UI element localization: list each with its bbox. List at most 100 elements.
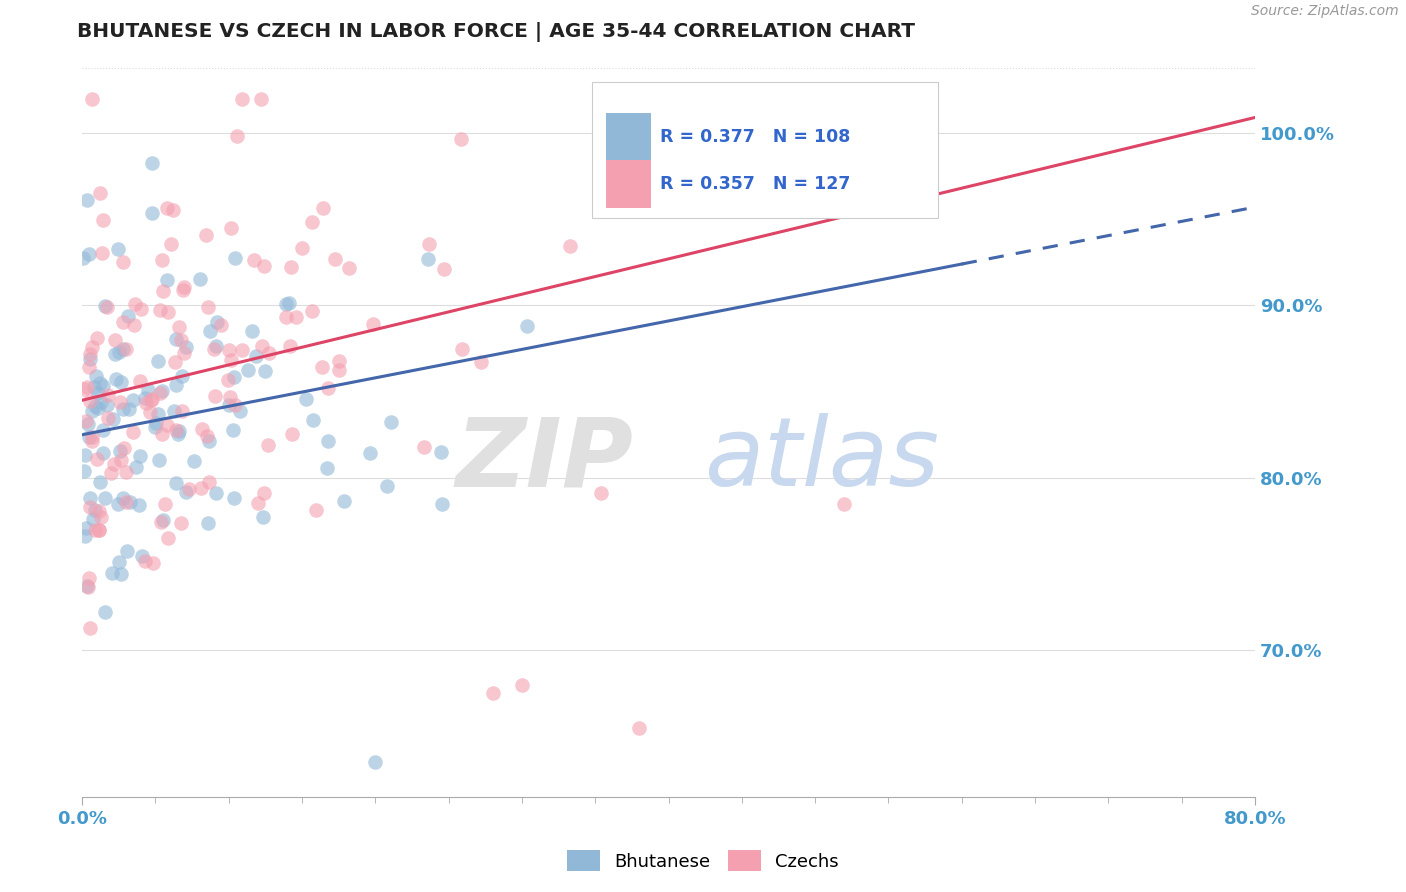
Point xyxy=(167,427,190,442)
Point xyxy=(190,271,212,285)
Point xyxy=(75,448,97,462)
Point xyxy=(225,128,247,143)
Point xyxy=(433,262,456,277)
Point xyxy=(103,458,125,472)
Point xyxy=(218,343,240,358)
Point xyxy=(217,373,239,387)
Point xyxy=(218,390,240,404)
Point xyxy=(118,402,141,417)
Point xyxy=(628,721,651,735)
Point xyxy=(172,403,194,417)
Point xyxy=(364,756,387,770)
Point xyxy=(79,360,101,375)
Point xyxy=(79,500,101,514)
Point xyxy=(89,475,111,489)
Point xyxy=(152,513,174,527)
Point xyxy=(112,441,135,455)
Point xyxy=(122,425,145,440)
Point xyxy=(200,325,222,339)
Point xyxy=(111,491,134,506)
Point xyxy=(231,91,253,105)
Point xyxy=(135,396,157,410)
Point xyxy=(129,374,152,388)
Point xyxy=(77,417,100,432)
Point xyxy=(301,215,323,229)
Point xyxy=(165,423,187,437)
Point xyxy=(165,378,187,392)
Point xyxy=(274,310,297,324)
Point xyxy=(156,273,179,287)
Point xyxy=(84,369,107,384)
Point xyxy=(82,91,104,105)
Point xyxy=(231,343,253,357)
Point xyxy=(91,446,114,460)
Legend: Bhutanese, Czechs: Bhutanese, Czechs xyxy=(560,843,846,879)
Point xyxy=(834,497,856,511)
Point xyxy=(77,571,100,585)
Point xyxy=(224,251,246,265)
Point xyxy=(131,302,153,317)
Point xyxy=(110,453,132,467)
Point xyxy=(80,404,103,418)
Point xyxy=(89,376,111,390)
Point xyxy=(172,283,194,297)
Point xyxy=(481,686,503,700)
Point xyxy=(91,423,114,437)
Point xyxy=(134,391,156,405)
Text: Source: ZipAtlas.com: Source: ZipAtlas.com xyxy=(1251,4,1399,19)
Point xyxy=(252,259,274,273)
Point xyxy=(242,253,264,268)
Point xyxy=(245,349,267,363)
Point xyxy=(73,465,96,479)
Point xyxy=(149,302,172,317)
Point xyxy=(254,364,277,378)
FancyBboxPatch shape xyxy=(592,82,938,218)
Point xyxy=(107,242,129,256)
Point xyxy=(121,393,143,408)
Point xyxy=(361,317,384,331)
Point xyxy=(148,386,170,401)
Text: R = 0.377   N = 108: R = 0.377 N = 108 xyxy=(661,128,851,145)
Point xyxy=(105,372,128,386)
Point xyxy=(120,495,142,509)
Point xyxy=(163,354,186,368)
Point xyxy=(141,393,163,408)
Point xyxy=(76,193,98,207)
Point xyxy=(173,345,195,359)
Point xyxy=(149,515,172,529)
Point xyxy=(510,678,533,692)
Point xyxy=(165,333,187,347)
Point xyxy=(156,201,179,215)
Point xyxy=(337,261,360,276)
Point xyxy=(141,206,163,220)
Point xyxy=(82,434,104,448)
Point xyxy=(73,382,96,396)
Point xyxy=(152,284,174,298)
Point xyxy=(247,496,270,510)
Point xyxy=(257,438,280,452)
Point xyxy=(197,516,219,531)
Text: R = 0.357   N = 127: R = 0.357 N = 127 xyxy=(661,175,851,193)
Point xyxy=(90,395,112,409)
Point xyxy=(83,380,105,394)
Point xyxy=(125,459,148,474)
Point xyxy=(104,333,127,347)
Point xyxy=(259,346,281,360)
Point xyxy=(375,479,398,493)
Point xyxy=(91,212,114,227)
Point xyxy=(104,347,127,361)
Point xyxy=(516,319,538,334)
Point xyxy=(205,486,228,500)
Point xyxy=(301,304,323,318)
Point xyxy=(197,300,219,314)
Point xyxy=(222,491,245,505)
Point xyxy=(148,452,170,467)
Point xyxy=(218,398,240,412)
Point xyxy=(240,324,263,338)
Point xyxy=(318,434,340,448)
Point xyxy=(238,362,260,376)
Point xyxy=(77,430,100,444)
Point xyxy=(96,398,118,412)
Point xyxy=(470,354,492,368)
Text: BHUTANESE VS CZECH IN LABOR FORCE | AGE 35-44 CORRELATION CHART: BHUTANESE VS CZECH IN LABOR FORCE | AGE … xyxy=(77,22,915,42)
